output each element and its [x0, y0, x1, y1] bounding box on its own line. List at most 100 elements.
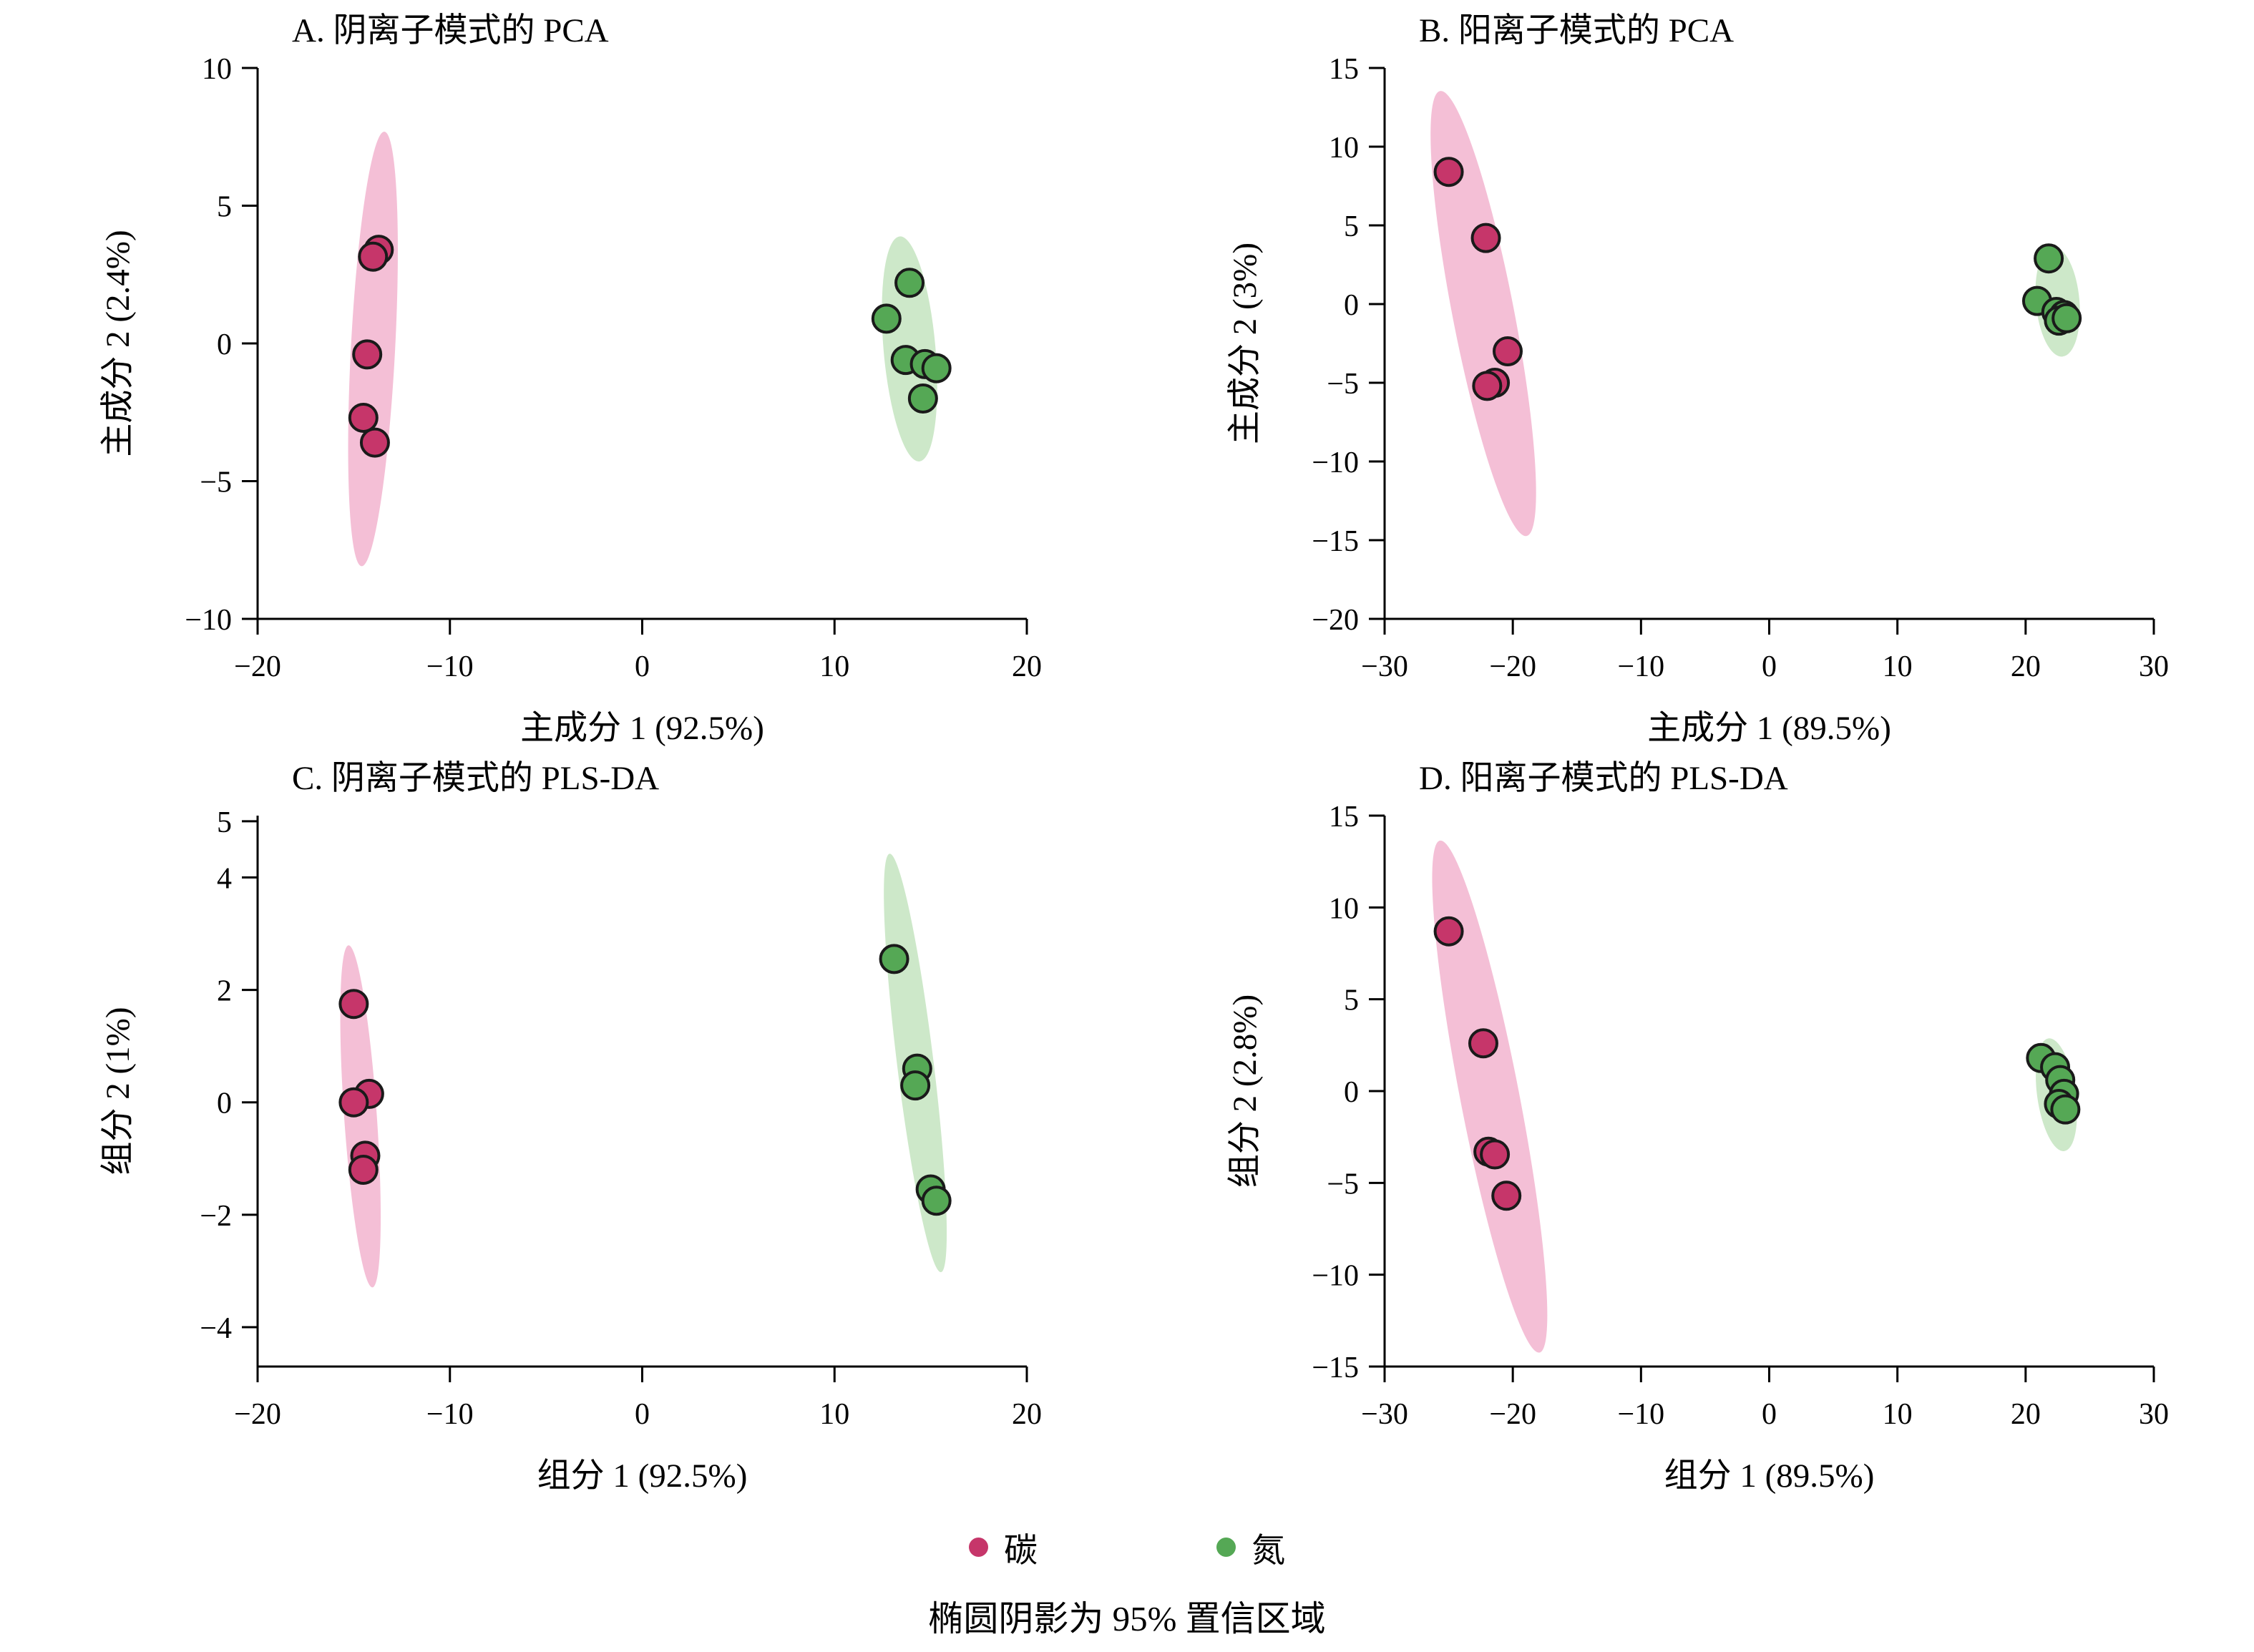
y-axis-label: 主成分 2 (2.4%) [99, 230, 137, 456]
data-point-nitrogen [921, 353, 952, 383]
x-tick-label: 0 [635, 1398, 650, 1431]
x-tick-label: 20 [1012, 650, 1042, 683]
data-point-carbon [359, 427, 390, 458]
x-axis-label: 主成分 1 (92.5%) [520, 710, 764, 747]
x-tick-label: −20 [1489, 1398, 1536, 1431]
y-tick-label: 5 [217, 191, 232, 224]
y-tick-label: 10 [202, 53, 232, 86]
legend-items: 碳 氮 [969, 1523, 1285, 1572]
x-tick-label: −20 [1489, 650, 1536, 683]
x-tick-label: 10 [1883, 650, 1913, 683]
data-point-carbon [1433, 916, 1464, 947]
data-point-nitrogen [2034, 243, 2064, 274]
panel-title: D. 阳离子模式的 PLS-DA [1419, 760, 1788, 797]
x-tick-label: 0 [1762, 1398, 1777, 1431]
x-axis-label: 组分 1 (89.5%) [1664, 1457, 1875, 1495]
y-tick-label: 10 [1329, 892, 1359, 925]
data-point-carbon [1491, 1181, 1522, 1211]
x-tick-label: −10 [1617, 650, 1664, 683]
y-tick-label: 5 [1344, 984, 1359, 1017]
ellipse-carbon [1430, 91, 1536, 537]
x-tick-label: 10 [819, 1398, 849, 1431]
data-point-carbon [1493, 336, 1523, 366]
nitrogen-dot-icon [1216, 1538, 1236, 1557]
data-point-nitrogen [921, 1186, 952, 1216]
y-tick-label: −20 [1312, 604, 1359, 637]
data-point-carbon [1472, 371, 1503, 401]
data-point-nitrogen [871, 303, 902, 334]
data-point-nitrogen [900, 1070, 931, 1101]
ellipse-carbon [340, 945, 381, 1288]
data-point-carbon [1480, 1139, 1511, 1170]
y-tick-label: −4 [200, 1312, 232, 1345]
x-tick-label: −30 [1361, 1398, 1408, 1431]
y-tick-label: 5 [1344, 210, 1359, 243]
y-tick-label: −10 [185, 604, 232, 637]
y-axis-label: 主成分 2 (3%) [1226, 243, 1264, 444]
panel-c: −20 −10 0 10 20 −4 −2 0 2 4 5 组分 1 (92.5%) 组分 2 (1%)… [0, 748, 1127, 1495]
y-tick-label: −5 [1327, 1168, 1359, 1201]
y-tick-label: 0 [217, 328, 232, 361]
panel-d: −30 −20 −10 0 10 20 30 −15 −10 −5 0 5 10 15 组分 1 (89.5… [1127, 748, 2254, 1495]
data-point-carbon [1433, 157, 1464, 187]
x-tick-label: −10 [426, 650, 474, 683]
legend: 碳 氮 椭圆阴影为 95% 置信区域 [0, 1495, 2254, 1652]
panels-grid: −20 −10 0 10 20 −10 −5 0 5 10 主成分 1 (92.5%) 主成分 2 (… [0, 0, 2254, 1495]
x-tick-label: −20 [234, 650, 281, 683]
legend-label-carbon: 碳 [1004, 1533, 1038, 1570]
data-point-nitrogen [2050, 1094, 2081, 1125]
panel-title: C. 阴离子模式的 PLS-DA [292, 760, 659, 797]
y-tick-label: −15 [1312, 525, 1359, 558]
x-axis-label: 组分 1 (92.5%) [537, 1457, 748, 1495]
y-tick-label: −10 [1312, 1260, 1359, 1293]
data-point-nitrogen [879, 944, 909, 974]
x-tick-label: 20 [1012, 1398, 1042, 1431]
data-point-carbon [1468, 1028, 1498, 1059]
y-axis-label: 组分 2 (2.8%) [1226, 994, 1264, 1188]
x-tick-label: 30 [2139, 1398, 2169, 1431]
data-point-carbon [338, 989, 369, 1020]
data-point-carbon [1470, 223, 1501, 253]
y-tick-label: 0 [217, 1088, 232, 1120]
x-tick-label: −30 [1361, 650, 1408, 683]
y-tick-label: 5 [217, 806, 232, 839]
data-point-nitrogen [2051, 303, 2082, 333]
x-tick-label: 10 [1883, 1398, 1913, 1431]
y-tick-label: 15 [1329, 53, 1359, 86]
y-tick-label: 15 [1329, 801, 1359, 834]
data-point-carbon [348, 1155, 379, 1185]
x-tick-label: 20 [2011, 1398, 2041, 1431]
x-tick-label: −20 [234, 1398, 281, 1431]
data-point-carbon [358, 241, 389, 272]
y-tick-label: 2 [217, 975, 232, 1008]
y-tick-label: −5 [1327, 368, 1359, 401]
x-axis-label: 主成分 1 (89.5%) [1647, 710, 1891, 747]
y-tick-label: 0 [1344, 289, 1359, 322]
y-tick-label: −2 [200, 1200, 232, 1233]
x-tick-label: 0 [1762, 650, 1777, 683]
panel-title: A. 阴离子模式的 PCA [292, 12, 609, 49]
legend-caption: 椭圆阴影为 95% 置信区域 [928, 1599, 1326, 1638]
x-tick-label: 0 [635, 650, 650, 683]
data-point-nitrogen [894, 268, 925, 298]
y-axis-label: 组分 2 (1%) [99, 1007, 137, 1176]
x-tick-label: −10 [1617, 1398, 1664, 1431]
panel-b: −30 −20 −10 0 10 20 30 −20 −15 −10 −5 0 5 10 15 主成分 1 (… [1127, 0, 2254, 748]
data-point-carbon [352, 339, 383, 370]
legend-item-nitrogen: 氮 [1216, 1523, 1285, 1572]
y-tick-label: 4 [217, 862, 232, 895]
data-point-carbon [338, 1087, 369, 1118]
y-tick-label: −15 [1312, 1352, 1359, 1384]
panel-d-chart: −30 −20 −10 0 10 20 30 −15 −10 −5 0 5 10 15 组分 1 (89.5… [1226, 760, 2169, 1495]
y-tick-label: −10 [1312, 446, 1359, 479]
panel-a: −20 −10 0 10 20 −10 −5 0 5 10 主成分 1 (92.5%) 主成分 2 (… [0, 0, 1127, 748]
y-tick-label: 0 [1344, 1076, 1359, 1109]
x-tick-label: −10 [426, 1398, 474, 1431]
carbon-dot-icon [969, 1538, 988, 1557]
data-point-nitrogen [907, 383, 938, 414]
data-point-carbon [348, 402, 379, 433]
